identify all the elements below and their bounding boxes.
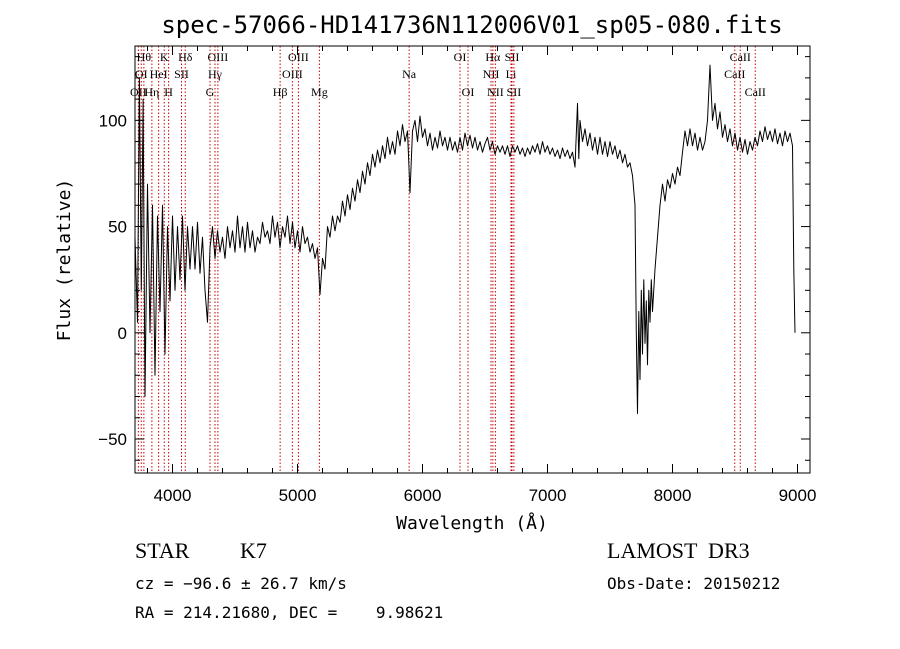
spectral-line-label: Mg [311, 85, 328, 99]
redshift-cz: cz = −96.6 ± 26.7 km/s [135, 574, 347, 593]
spectral-line-label: HeI [150, 67, 168, 81]
spectral-line-label: OIII [282, 67, 303, 81]
plot-frame [134, 45, 811, 474]
spectral-line-label: OIII [208, 50, 229, 64]
x-tick-label: 7000 [529, 486, 567, 505]
spectral-line-label: Hγ [208, 67, 223, 81]
y-tick-label: 100 [99, 111, 127, 130]
spectral-line-label: Hβ [273, 85, 288, 99]
spectral-line-label: OII [130, 85, 147, 99]
x-tick-label: 4000 [154, 486, 192, 505]
spectral-line-label: NII [483, 67, 500, 81]
spectral-line-label: CaII [724, 67, 745, 81]
spectral-line-label: SII [174, 67, 189, 81]
spectral-line-label: G [206, 85, 215, 99]
plot-layer [134, 64, 796, 414]
x-tick-label: 5000 [279, 486, 317, 505]
spectral-line-label: Hδ [178, 50, 193, 64]
spectral-line-label: NII [487, 85, 504, 99]
coordinates: RA = 214.21680, DEC = 9.98621 [135, 603, 444, 622]
y-axis-label: Flux (relative) [54, 179, 75, 342]
spectral-line-label: H [164, 85, 173, 99]
object-subclass: K7 [240, 538, 267, 563]
spectral-line-label: Na [402, 67, 417, 81]
survey-name: LAMOST DR3 [607, 538, 750, 563]
x-tick-label: 8000 [654, 486, 692, 505]
spectral-line-label: OI [135, 67, 148, 81]
y-tick-label: 50 [108, 218, 127, 237]
spectral-line-label: OI [454, 50, 467, 64]
x-tick-label: 6000 [404, 486, 442, 505]
y-tick-label: −50 [98, 430, 127, 449]
spectral-line-label: OIII [288, 50, 309, 64]
spectrum-series-line [134, 64, 796, 414]
y-tick-label: 0 [118, 324, 127, 343]
spectral-line-label: SII [505, 50, 520, 64]
spectral-lines-layer: OIIOIHθHηHeIKHSIIHδGHγOIIIHβOIIIOIIIMgNa… [130, 46, 766, 473]
spectral-line-label: CaII [745, 85, 766, 99]
spectral-line-label: Hα [485, 50, 501, 64]
chart-title: spec-57066-HD141736N112006V01_sp05-080.f… [161, 11, 782, 39]
x-tick-label: 9000 [779, 486, 817, 505]
x-axis-label: Wavelength (Å) [396, 512, 548, 534]
spectral-line-label: Hθ [137, 50, 152, 64]
spectral-line-label: SII [507, 85, 522, 99]
spectral-line-label: CaII [730, 50, 751, 64]
spectral-line-label: Hη [144, 85, 159, 99]
observation-date: Obs-Date: 20150212 [607, 574, 781, 593]
object-class: STAR [135, 538, 190, 563]
spectral-line-label: OI [462, 85, 475, 99]
spectral-line-label: K [160, 50, 169, 64]
axes-layer: 4000 5000 6000 7000 8000 9000 −50 0 50 100 [98, 46, 816, 505]
spectral-line-label: Li [506, 67, 517, 81]
